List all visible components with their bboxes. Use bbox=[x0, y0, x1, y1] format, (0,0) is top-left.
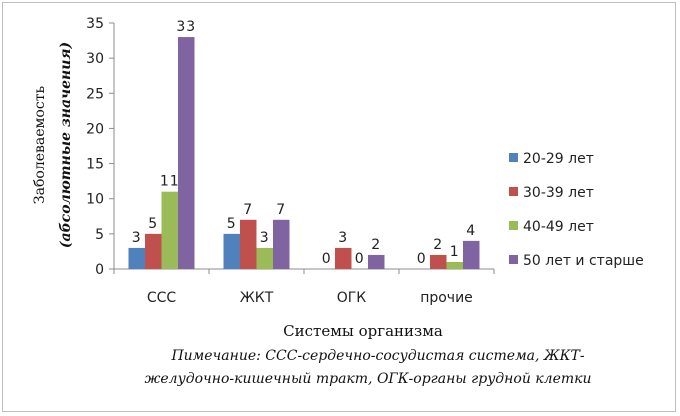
bar-data-label: 5 bbox=[227, 216, 237, 232]
x-axis-title: Системы организма bbox=[283, 322, 443, 340]
bar bbox=[145, 233, 162, 269]
y-tick-label: 25 bbox=[86, 86, 104, 102]
y-tick-label: 30 bbox=[86, 51, 104, 67]
y-tick-label: 15 bbox=[86, 157, 104, 173]
bar-data-label: 2 bbox=[371, 237, 381, 253]
x-tick-label: ССС bbox=[147, 290, 177, 306]
legend-label: 50 лет и старше bbox=[523, 253, 644, 269]
legend-label: 20-29 лет bbox=[523, 151, 594, 167]
bar-data-label: 7 bbox=[243, 202, 253, 218]
bar bbox=[430, 254, 447, 269]
note-line-1: Пимечание: ССС-сердечно-сосудистая систе… bbox=[170, 348, 584, 364]
bar bbox=[161, 191, 178, 269]
y-tick-label: 35 bbox=[86, 16, 104, 32]
x-tick-label: ОГК bbox=[337, 290, 367, 306]
y-tick-label: 10 bbox=[86, 192, 104, 208]
legend-swatch bbox=[509, 255, 518, 264]
bar-data-label: 0 bbox=[417, 251, 427, 267]
bar bbox=[463, 240, 480, 269]
bar-data-label: 4 bbox=[466, 223, 476, 239]
bar-data-label: 3 bbox=[260, 230, 270, 246]
x-tick-label: прочие bbox=[420, 290, 473, 306]
bar bbox=[223, 233, 240, 269]
bar bbox=[240, 219, 257, 269]
bar-data-label: 7 bbox=[276, 202, 286, 218]
y-axis-subtitle: (абсолютные значения) bbox=[58, 42, 74, 248]
bar bbox=[335, 247, 352, 269]
legend-swatch bbox=[509, 187, 518, 196]
legend-label: 30-39 лет bbox=[523, 185, 594, 201]
bar-data-label: 0 bbox=[355, 251, 365, 267]
bar bbox=[128, 247, 145, 269]
bar-data-label: 3 bbox=[132, 230, 142, 246]
bar-data-label: 3 bbox=[338, 230, 348, 246]
y-tick-label: 5 bbox=[95, 227, 104, 243]
bar-data-label: 0 bbox=[322, 251, 332, 267]
chart-bars bbox=[128, 37, 480, 269]
chart-legend: 20-29 лет 30-39 лет 40-49 лет 50 лет и стар… bbox=[509, 151, 644, 269]
note-line-2: желудочно-кишечный тракт, ОГК-органы гру… bbox=[144, 371, 591, 387]
bar bbox=[178, 37, 195, 269]
x-tick-label: ЖКТ bbox=[240, 290, 274, 306]
y-tick-label: 20 bbox=[86, 121, 104, 137]
bar-data-label: 33 bbox=[176, 19, 196, 35]
bar bbox=[256, 247, 273, 269]
bar-data-label: 2 bbox=[433, 237, 443, 253]
legend-swatch bbox=[509, 221, 518, 230]
bar-data-label: 11 bbox=[160, 174, 180, 190]
bar bbox=[273, 219, 290, 269]
y-axis-title: Заболеваемость bbox=[32, 86, 48, 205]
bar bbox=[368, 254, 385, 269]
bar bbox=[446, 261, 463, 269]
legend-label: 40-49 лет bbox=[523, 219, 594, 235]
bar-data-label: 1 bbox=[450, 244, 460, 260]
bar-data-label: 5 bbox=[148, 216, 158, 232]
legend-swatch bbox=[509, 153, 518, 162]
y-tick-label: 0 bbox=[95, 262, 104, 278]
